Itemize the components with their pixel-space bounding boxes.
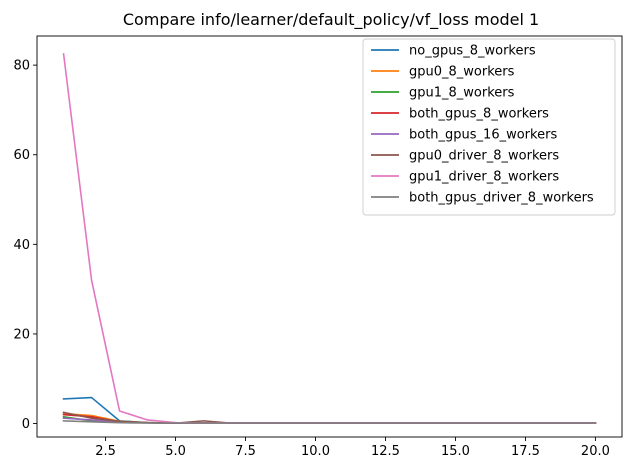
series-line-both-gpus-driver-8-workers (62, 420, 597, 424)
chart-title: Compare info/learner/default_policy/vf_l… (123, 10, 539, 30)
y-tick-label: 40 (13, 238, 30, 253)
x-tick-label: 2.5 (95, 444, 116, 459)
legend-label: both_gpus_8_workers (409, 107, 549, 122)
x-tick-label: 7.5 (235, 444, 256, 459)
x-tick-label: 12.5 (371, 444, 400, 459)
legend-label: gpu0_driver_8_workers (409, 149, 559, 164)
legend-label: gpu0_8_workers (409, 65, 515, 80)
legend-label: gpu1_8_workers (409, 86, 515, 101)
series-layer (62, 53, 597, 424)
axes-layer: 2.5 5.0 7.5 10.0 12.5 15.0 17.5 20.0 0 20 40 60 80 (13, 35, 623, 459)
legend-label: no_gpus_8_workers (409, 44, 536, 59)
x-tick-label: 15.0 (441, 444, 470, 459)
y-tick-label: 0 (22, 417, 30, 432)
legend-label: both_gpus_16_workers (409, 128, 557, 143)
legend-box (362, 38, 616, 216)
legend-label: gpu1_driver_8_workers (409, 170, 559, 185)
legend-label: both_gpus_driver_8_workers (409, 191, 594, 206)
x-tick-label: 17.5 (511, 444, 540, 459)
x-tick-label: 5.0 (165, 444, 186, 459)
plot-frame (36, 35, 623, 438)
x-tick-label: 10.0 (301, 444, 330, 459)
y-tick-label: 20 (13, 327, 30, 342)
y-tick-label: 60 (13, 148, 30, 163)
x-tick-label: 20.0 (581, 444, 610, 459)
y-tick-label: 80 (13, 59, 30, 74)
legend: no_gpus_8_workers gpu0_8_workers gpu1_8_wo… (362, 38, 616, 216)
